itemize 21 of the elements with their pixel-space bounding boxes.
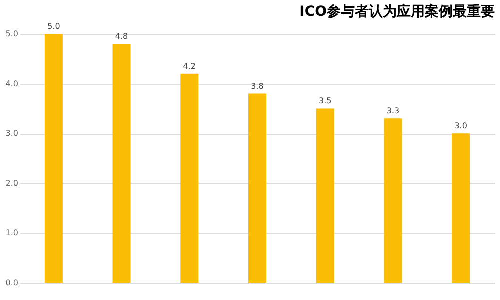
- bar: [180, 74, 199, 283]
- data-label: 3.3: [386, 106, 400, 116]
- y-tick-label: 1.0: [6, 228, 18, 238]
- bar: [316, 108, 334, 283]
- chart-title: ICO参与者认为应用案例最重要: [300, 3, 495, 20]
- data-label: 3.0: [454, 122, 468, 131]
- bar: [452, 134, 470, 283]
- y-tick-label: 2.0: [6, 178, 18, 188]
- data-label: 4.8: [115, 32, 128, 41]
- y-tick-label: 5.0: [6, 30, 18, 38]
- data-label: 4.2: [183, 62, 196, 71]
- y-tick-label: 4.0: [6, 79, 18, 88]
- y-tick-label: 0.0: [6, 278, 18, 288]
- bar: [384, 118, 402, 283]
- bar: [248, 94, 266, 283]
- data-label: 3.8: [251, 82, 264, 91]
- bar: [44, 34, 63, 283]
- bar: [112, 44, 131, 283]
- y-tick-label: 3.0: [6, 129, 18, 138]
- data-label: 5.0: [48, 22, 60, 31]
- data-label: 3.5: [318, 96, 332, 106]
